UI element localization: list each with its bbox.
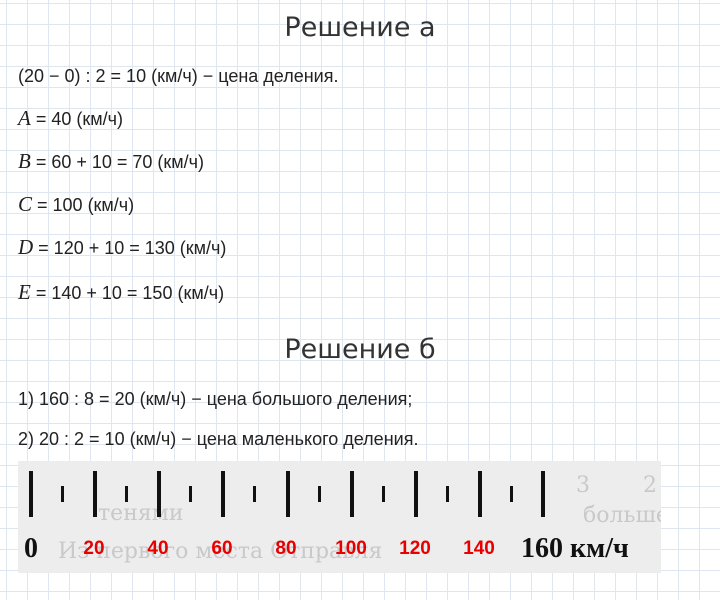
- faint-background-text: больше: [583, 503, 661, 528]
- scale-minor-tick: [125, 486, 128, 502]
- division-price-line: (20 − 0) : 2 = 10 (км/ч) − цена деления.: [18, 66, 339, 86]
- scale-major-tick: [157, 471, 161, 517]
- scale-label: 60: [211, 538, 233, 559]
- scale-major-tick: [350, 471, 354, 517]
- answer-a: A = 40 (км/ч): [18, 106, 123, 131]
- scale-major-tick: [221, 471, 225, 517]
- scale-major-tick: [286, 471, 290, 517]
- answer-c: C = 100 (км/ч): [18, 192, 134, 217]
- variable-d: D: [18, 235, 34, 259]
- scale-label: 140: [463, 538, 495, 559]
- scale-label: 120: [399, 538, 431, 559]
- step-2-line: 2) 20 : 2 = 10 (км/ч) − цена маленького …: [18, 429, 419, 449]
- variable-c: C: [18, 192, 33, 216]
- scale-label: 40: [147, 538, 169, 559]
- answer-b: B = 60 + 10 = 70 (км/ч): [18, 149, 204, 174]
- scale-minor-tick: [510, 486, 513, 502]
- answer-e: E = 140 + 10 = 150 (км/ч): [18, 280, 224, 305]
- answer-b-expr: = 60 + 10 = 70 (км/ч): [30, 152, 205, 172]
- scale-label: 80: [275, 538, 297, 559]
- faint-background-text: тенями: [98, 501, 184, 526]
- variable-a: A: [18, 106, 31, 130]
- scale-major-tick: [414, 471, 418, 517]
- scale-minor-tick: [189, 486, 192, 502]
- scale-major-tick: [29, 471, 33, 517]
- scale-label: 100: [335, 538, 367, 559]
- scale-minor-tick: [253, 486, 256, 502]
- scale-minor-tick: [382, 486, 385, 502]
- answer-c-expr: = 100 (км/ч): [32, 195, 135, 215]
- heading-solution-b: Решение б: [284, 334, 436, 365]
- scale-minor-tick: [318, 486, 321, 502]
- answer-a-expr: = 40 (км/ч): [30, 109, 123, 129]
- scale-major-tick: [478, 471, 482, 517]
- heading-solution-a: Решение а: [284, 12, 436, 43]
- speed-scale: тенями Из первого места Отправля больше …: [18, 461, 661, 573]
- faint-background-text: Из первого места Отправля: [58, 539, 383, 564]
- step-1-line: 1) 160 : 8 = 20 (км/ч) − цена большого д…: [18, 389, 413, 409]
- faint-background-text: 3: [576, 473, 590, 498]
- variable-e: E: [18, 280, 31, 304]
- scale-major-tick: [541, 471, 545, 517]
- answer-d: D = 120 + 10 = 130 (км/ч): [18, 235, 226, 260]
- scale-minor-tick: [446, 486, 449, 502]
- answer-d-expr: = 120 + 10 = 130 (км/ч): [33, 238, 227, 258]
- scale-label: 20: [83, 538, 105, 559]
- scale-label-end: 160 км/ч: [521, 533, 629, 564]
- variable-b: B: [18, 149, 31, 173]
- answer-e-expr: = 140 + 10 = 150 (км/ч): [30, 283, 225, 303]
- scale-label-start: 0: [24, 533, 38, 564]
- scale-minor-tick: [61, 486, 64, 502]
- faint-background-text: 2: [643, 473, 657, 498]
- scale-major-tick: [93, 471, 97, 517]
